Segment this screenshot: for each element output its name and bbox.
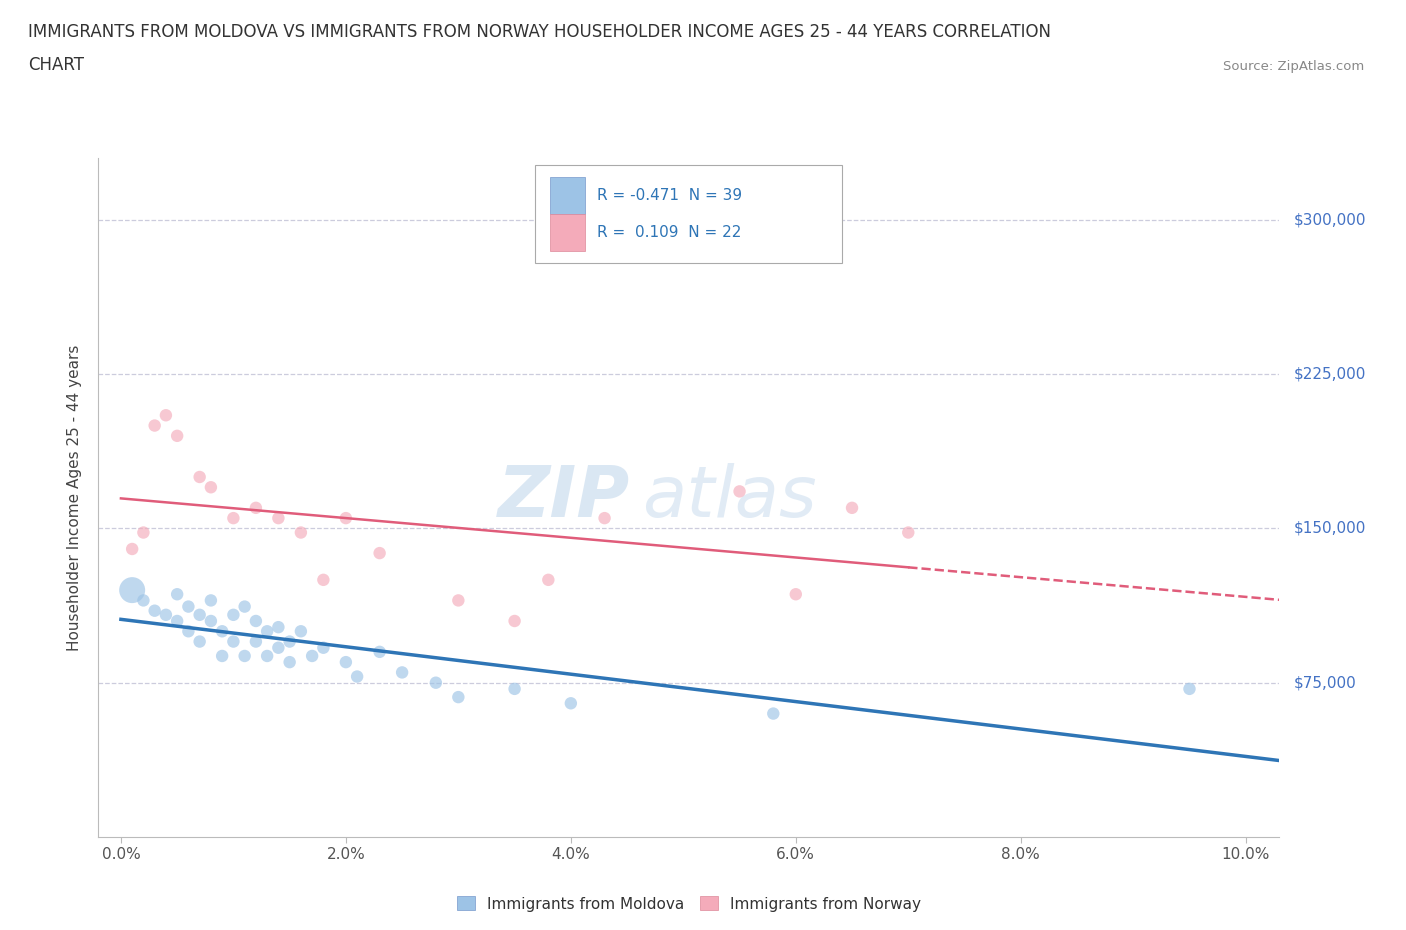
Text: ZIP: ZIP (498, 463, 630, 532)
Point (245, 634, 267, 649)
Text: atlas: atlas (641, 463, 817, 532)
Point (267, 619, 290, 634)
Point (155, 607, 177, 622)
Point (897, 525, 920, 540)
Point (256, 624, 278, 639)
Text: $150,000: $150,000 (1294, 521, 1365, 536)
Point (278, 634, 301, 649)
Point (425, 675, 447, 690)
Text: R =  0.109  N = 22: R = 0.109 N = 22 (596, 225, 741, 240)
Point (200, 593, 222, 608)
Point (188, 470, 211, 485)
Point (391, 665, 413, 680)
Point (447, 690, 470, 705)
Text: R = -0.471  N = 39: R = -0.471 N = 39 (596, 188, 742, 203)
Point (290, 525, 312, 540)
Y-axis label: Householder Income Ages 25 - 44 years: Householder Income Ages 25 - 44 years (67, 344, 83, 651)
Point (211, 648, 233, 663)
Point (166, 587, 188, 602)
Point (132, 593, 155, 608)
Point (166, 614, 188, 629)
Point (267, 640, 290, 655)
Point (785, 587, 807, 602)
Text: Source: ZipAtlas.com: Source: ZipAtlas.com (1223, 60, 1364, 73)
Point (200, 480, 222, 495)
Point (312, 640, 335, 655)
Point (155, 408, 177, 423)
Point (841, 500, 863, 515)
Point (188, 607, 211, 622)
Point (245, 614, 267, 629)
Point (301, 648, 323, 663)
Point (335, 511, 357, 525)
Point (222, 634, 245, 649)
FancyBboxPatch shape (536, 165, 842, 263)
Text: $75,000: $75,000 (1294, 675, 1357, 690)
Point (132, 525, 155, 540)
Text: IMMIGRANTS FROM MOLDOVA VS IMMIGRANTS FROM NORWAY HOUSEHOLDER INCOME AGES 25 - 4: IMMIGRANTS FROM MOLDOVA VS IMMIGRANTS FR… (28, 23, 1052, 41)
Point (188, 634, 211, 649)
Point (593, 511, 616, 525)
Point (121, 583, 143, 598)
Point (368, 546, 391, 561)
Point (233, 648, 256, 663)
Point (335, 655, 357, 670)
Point (177, 599, 200, 614)
Point (256, 648, 278, 663)
Point (222, 607, 245, 622)
Point (166, 429, 188, 444)
Point (346, 669, 368, 684)
Point (143, 418, 166, 433)
Point (278, 655, 301, 670)
Point (368, 644, 391, 659)
Point (447, 593, 470, 608)
Point (728, 484, 751, 498)
Point (222, 511, 245, 525)
Point (290, 624, 312, 639)
Point (143, 604, 166, 618)
Point (537, 572, 560, 587)
Bar (550, 177, 585, 214)
Point (245, 500, 267, 515)
Legend: Immigrants from Moldova, Immigrants from Norway: Immigrants from Moldova, Immigrants from… (450, 890, 928, 918)
Point (267, 511, 290, 525)
Point (1178, 682, 1201, 697)
Text: CHART: CHART (28, 56, 84, 73)
Point (503, 682, 526, 697)
Point (560, 696, 582, 711)
Point (233, 599, 256, 614)
Point (211, 624, 233, 639)
Text: $300,000: $300,000 (1294, 212, 1365, 227)
Point (312, 572, 335, 587)
Text: $225,000: $225,000 (1294, 366, 1365, 381)
Point (200, 614, 222, 629)
Bar (550, 214, 585, 251)
Point (121, 541, 143, 556)
Point (503, 614, 526, 629)
Point (177, 624, 200, 639)
Point (762, 706, 785, 721)
